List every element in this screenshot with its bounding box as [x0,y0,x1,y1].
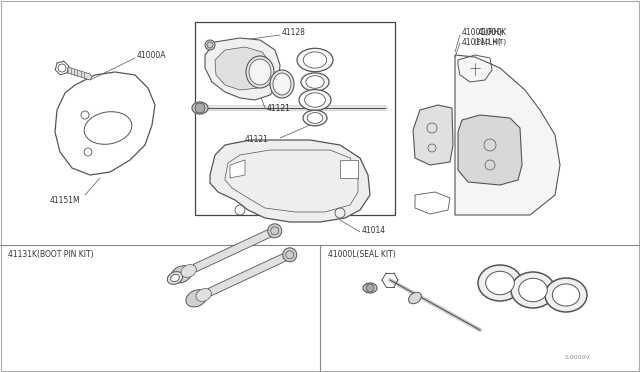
Text: 41128: 41128 [282,28,306,36]
Ellipse shape [478,265,522,301]
Ellipse shape [305,93,325,107]
Text: 41014: 41014 [362,225,386,234]
Ellipse shape [181,264,196,278]
Ellipse shape [301,73,329,91]
Text: 41121: 41121 [245,135,269,144]
Polygon shape [208,251,291,296]
Ellipse shape [518,278,547,302]
Polygon shape [340,160,358,178]
Ellipse shape [273,73,291,95]
Ellipse shape [249,59,271,85]
Text: S·0000V: S·0000V [565,355,591,360]
Text: 41011(LH): 41011(LH) [462,38,502,46]
Ellipse shape [192,102,208,114]
Ellipse shape [246,56,274,88]
Polygon shape [455,55,560,215]
Bar [195,22,395,215]
Text: 41000A: 41000A [137,51,166,60]
Polygon shape [230,160,245,178]
Circle shape [268,224,282,238]
Ellipse shape [171,274,179,282]
Ellipse shape [363,283,377,293]
Ellipse shape [167,272,182,285]
Text: 41000L(SEAL KIT): 41000L(SEAL KIT) [328,250,396,259]
Circle shape [195,103,205,113]
Ellipse shape [307,113,323,124]
Text: 41000K: 41000K [478,28,508,36]
Circle shape [366,284,374,292]
Ellipse shape [299,90,331,110]
Text: 41001(RH): 41001(RH) [462,28,503,36]
Ellipse shape [270,70,294,98]
Polygon shape [458,115,522,185]
Polygon shape [413,105,453,165]
Text: 41151M: 41151M [50,196,81,205]
Ellipse shape [511,272,555,308]
Circle shape [283,248,297,262]
Ellipse shape [545,278,587,312]
Text: 41121: 41121 [267,103,291,112]
Polygon shape [193,227,276,272]
Ellipse shape [186,290,207,307]
Ellipse shape [303,110,327,126]
Ellipse shape [408,292,421,304]
Text: (PAD KIT): (PAD KIT) [474,39,506,45]
Polygon shape [210,140,370,222]
Polygon shape [205,38,280,100]
Ellipse shape [297,48,333,72]
Ellipse shape [303,52,326,68]
Polygon shape [215,47,270,90]
Ellipse shape [196,289,211,301]
Polygon shape [68,67,92,80]
Text: 41131K(BOOT PIN KIT): 41131K(BOOT PIN KIT) [8,250,93,259]
Circle shape [205,40,215,50]
Ellipse shape [552,284,580,306]
Ellipse shape [486,271,515,295]
Ellipse shape [171,266,192,283]
Ellipse shape [306,76,324,88]
